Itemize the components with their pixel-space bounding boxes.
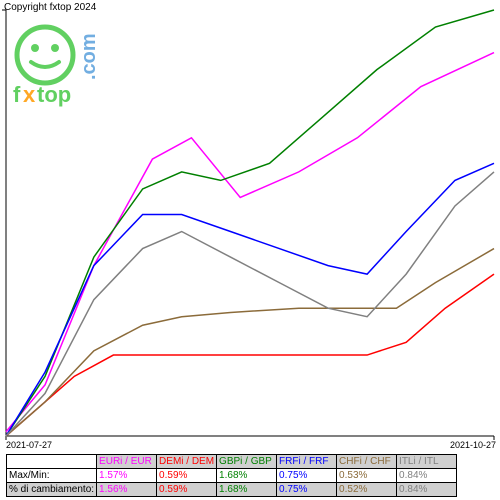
svg-text:top: top (37, 82, 71, 107)
cell-maxmin: 0.84% (397, 469, 457, 483)
copyright-text: Copyright fxtop 2024 (4, 2, 96, 13)
table-corner (7, 455, 97, 469)
svg-text:x: x (23, 82, 36, 107)
cell-maxmin: 1.57% (97, 469, 157, 483)
date-start: 2021-07-27 (6, 440, 52, 450)
date-end: 2021-10-27 (450, 440, 496, 450)
row-label-change: % di cambiamento: (7, 483, 97, 497)
x-axis-dates: 2021-07-27 2021-10-27 (0, 440, 500, 452)
fxtop-logo: f x top .com (5, 20, 135, 110)
cell-change: 0.84% (397, 483, 457, 497)
stats-table: EURi / EURDEMi / DEMGBPi / GBPFRFi / FRF… (6, 454, 457, 497)
column-header: CHFi / CHF (337, 455, 397, 469)
cell-maxmin: 0.75% (277, 469, 337, 483)
cell-maxmin: 0.53% (337, 469, 397, 483)
cell-change: 1.56% (97, 483, 157, 497)
column-header: DEMi / DEM (157, 455, 217, 469)
cell-change: 1.68% (217, 483, 277, 497)
cell-change: 0.75% (277, 483, 337, 497)
column-header: ITLi / ITL (397, 455, 457, 469)
column-header: FRFi / FRF (277, 455, 337, 469)
svg-text:f: f (13, 82, 21, 107)
cell-change: 0.52% (337, 483, 397, 497)
cell-change: 0.59% (157, 483, 217, 497)
row-label-maxmin: Max/Min: (7, 469, 97, 483)
column-header: GBPi / GBP (217, 455, 277, 469)
cell-maxmin: 0.59% (157, 469, 217, 483)
column-header: EURi / EUR (97, 455, 157, 469)
svg-text:.com: .com (78, 33, 100, 80)
cell-maxmin: 1.68% (217, 469, 277, 483)
